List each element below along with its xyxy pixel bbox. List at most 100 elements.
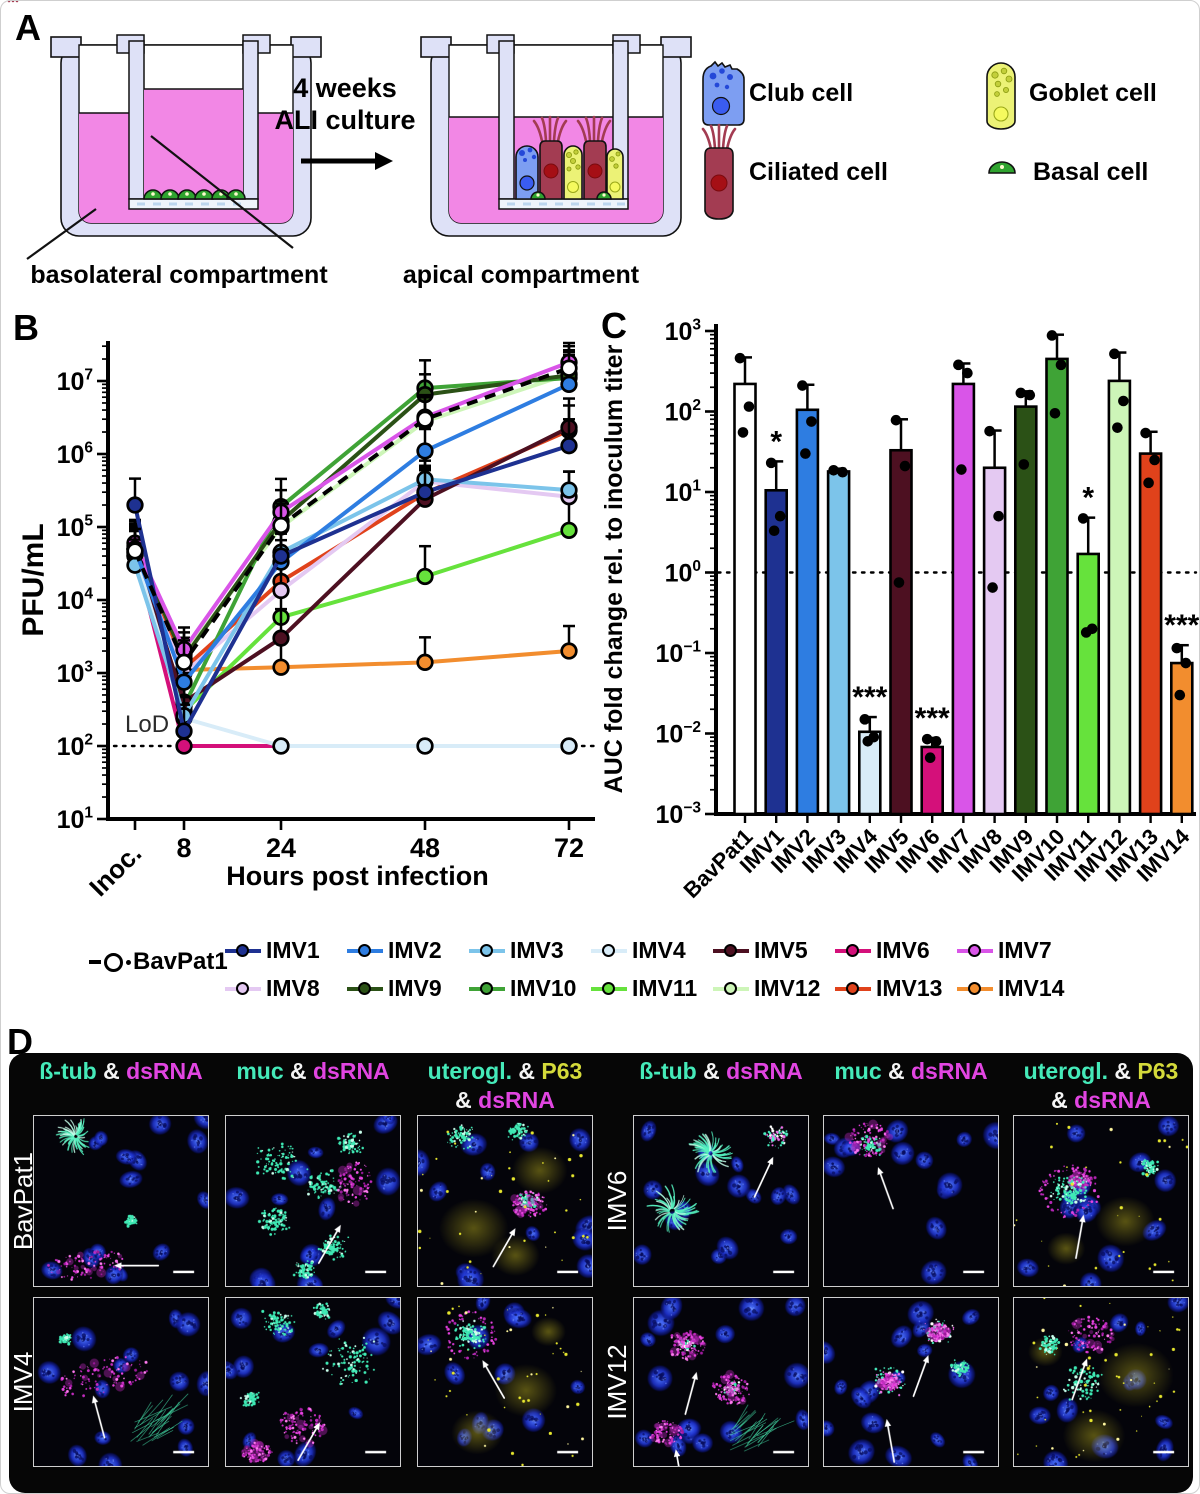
- y-tick-label: 10−1: [656, 639, 702, 669]
- legend-item-imv11: IMV11: [591, 975, 713, 1002]
- stain-label: &: [1108, 1058, 1138, 1084]
- series-circle-icon: [724, 981, 737, 995]
- stain-label: ß-tub: [39, 1058, 97, 1084]
- micrograph-tile-g0-r1-c2: [417, 1297, 593, 1467]
- stain-label: P63: [541, 1058, 583, 1084]
- data-point-BavPat1: [416, 410, 434, 428]
- x-tick-label: 8: [176, 833, 191, 863]
- stain-label: dsRNA: [126, 1058, 203, 1084]
- replicate-dot: [1171, 642, 1183, 654]
- dash-icon: [89, 960, 101, 964]
- data-point-IMV2: [175, 673, 193, 691]
- replicate-dot: [893, 577, 905, 588]
- data-point-IMV8: [272, 581, 290, 600]
- legend-label: IMV8: [266, 975, 320, 1001]
- series-circle-icon: [846, 981, 859, 995]
- replicate-dot: [1018, 459, 1030, 470]
- data-point-IMV14: [560, 642, 578, 660]
- micrograph-tile-g0-r1-c0: [33, 1297, 209, 1467]
- series-circle-icon: [358, 943, 371, 957]
- y-tick-label: 10−2: [656, 719, 702, 749]
- replicate-dot: [899, 460, 911, 472]
- panel-d-micrographs: ß-tub & dsRNA muc & dsRNA uterogl. & P63 & …: [8, 1053, 1193, 1493]
- column-header-5: muc & dsRNA: [823, 1057, 999, 1086]
- y-tick-label: 10−3: [656, 800, 702, 830]
- replicate-dot: [800, 448, 811, 459]
- ali-transition: 4 weeks ALI culture: [274, 73, 416, 170]
- micrograph-image: [824, 1298, 998, 1466]
- data-point-BavPat1: [175, 653, 193, 671]
- legend-item-bavpat1: BavPat1: [89, 947, 228, 977]
- y-axis-title: AUC fold change rel. to inoculum titer: [600, 344, 628, 793]
- data-point-IMV1: [416, 483, 434, 501]
- ciliated-cell: [532, 115, 568, 200]
- series-BavPat1: [126, 344, 578, 671]
- bar-IMV13: [1138, 452, 1163, 816]
- replicate-dot: [828, 465, 839, 476]
- data-point-IMV5: [272, 629, 290, 647]
- series-line: [133, 479, 570, 675]
- panel-b-growth-curves: 101 102 103 104 105 106 107 Inoc. 8 24 48 72 Hours p…: [1, 301, 601, 902]
- data-point-IMV1: [272, 547, 290, 565]
- series-marker-icon: [347, 981, 383, 996]
- replicate-dot: [737, 427, 749, 438]
- series-marker-icon: [835, 981, 871, 996]
- series-circle-icon: [358, 981, 371, 995]
- series-circle-icon: [236, 943, 249, 957]
- replicate-dot: [984, 425, 995, 437]
- column-header-6: uterogl. & P63 & dsRNA: [1013, 1057, 1189, 1115]
- goblet-cell-label: Goblet cell: [1029, 79, 1157, 107]
- data-point-IMV14: [272, 658, 290, 676]
- replicate-dot: [956, 464, 967, 475]
- replicate-dot: [1046, 330, 1058, 341]
- replicate-dot: [993, 510, 1004, 522]
- ali-culture-text: ALI culture: [274, 105, 415, 135]
- legend-label: IMV12: [754, 975, 821, 1001]
- goblet-cell: [563, 145, 583, 200]
- data-point-IMV14: [416, 653, 434, 671]
- replicate-dot: [806, 416, 817, 427]
- micrograph-tile-g1-r1-c0: [633, 1297, 809, 1467]
- series-marker-icon: [835, 943, 871, 958]
- replicate-dot: [1112, 422, 1123, 433]
- replicate-dot: [1049, 407, 1061, 419]
- replicate-dot: [1055, 359, 1067, 371]
- apical-compartment-label: apical compartment: [403, 261, 640, 289]
- data-point-IMV4: [416, 737, 434, 755]
- legend-item-imv3: IMV3: [469, 937, 591, 964]
- micrograph-image: [34, 1116, 208, 1286]
- data-point-BavPat1: [126, 542, 144, 560]
- lod-label: LoD: [125, 711, 169, 738]
- legend-item-imv12: IMV12: [713, 975, 835, 1002]
- legend-item-imv10: IMV10: [469, 975, 591, 1002]
- stain-label: ß-tub: [639, 1058, 697, 1084]
- series-marker-icon: [225, 943, 261, 958]
- legend-item-imv8: IMV8: [225, 975, 347, 1002]
- data-point-IMV4: [272, 737, 290, 755]
- micrograph-tile-g0-r0-c0: [33, 1115, 209, 1287]
- replicate-dot: [1149, 454, 1160, 466]
- ciliated-cell-label: Ciliated cell: [749, 158, 888, 186]
- significance-label: ***: [915, 702, 950, 735]
- legend-label: IMV10: [510, 975, 577, 1001]
- replicate-dot: [837, 466, 848, 478]
- bar-IMV9: [1013, 405, 1038, 816]
- y-tick-label: 104: [57, 586, 94, 616]
- auc-bar-chart: 10−3 10−2 10−1 100 101 102 103 AUC fold change …: [600, 317, 1199, 903]
- legend-item-imv14: IMV14: [957, 975, 1079, 1002]
- data-point-IMV2: [560, 375, 578, 393]
- panel-b-label: B: [13, 307, 39, 348]
- series-circle-icon: [480, 943, 493, 957]
- micrograph-image: [226, 1116, 400, 1286]
- replicate-dot: [890, 414, 902, 426]
- four-weeks-text: 4 weeks: [293, 73, 397, 103]
- micrograph-tile-g1-r0-c2: [1013, 1115, 1189, 1287]
- club-cell: [515, 145, 539, 200]
- replicate-dot: [1180, 657, 1192, 669]
- x-tick-label: Inoc.: [83, 838, 147, 901]
- legend-item-imv2: IMV2: [347, 937, 469, 964]
- replicate-dot: [1140, 427, 1151, 439]
- stain-label: uterogl.: [427, 1058, 512, 1084]
- replicate-dot: [768, 525, 780, 537]
- legend-label: IMV5: [754, 937, 808, 963]
